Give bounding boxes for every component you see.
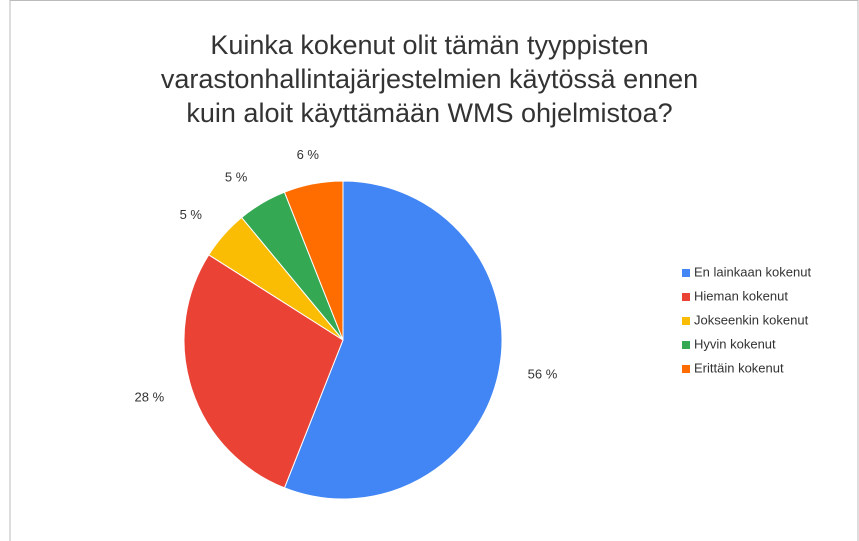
legend-label: Hieman kokenut: [694, 288, 788, 303]
legend-label: En lainkaan kokenut: [694, 264, 811, 279]
legend-swatch: [682, 341, 690, 349]
pie-slice: [283, 180, 344, 341]
legend-swatch: [682, 317, 690, 325]
pie-slice: [183, 254, 344, 489]
legend-label: Hyvin kokenut: [694, 336, 776, 351]
frame: [9, 0, 859, 541]
legend-label: Erittäin kokenut: [694, 360, 784, 375]
data-label: 28 %: [135, 390, 165, 405]
data-label: 56 %: [528, 367, 558, 382]
chart-title: Kuinka kokenut olit tämän tyyppisten var…: [160, 30, 699, 128]
data-label: 6 %: [297, 147, 320, 162]
data-label: 5 %: [180, 207, 203, 222]
legend-swatch: [682, 365, 690, 373]
legend-swatch: [682, 293, 690, 301]
pie-slice: [283, 180, 503, 500]
legend-swatch: [682, 269, 690, 277]
legend-label: Jokseenkin kokenut: [694, 312, 809, 327]
data-label: 5 %: [225, 170, 248, 185]
